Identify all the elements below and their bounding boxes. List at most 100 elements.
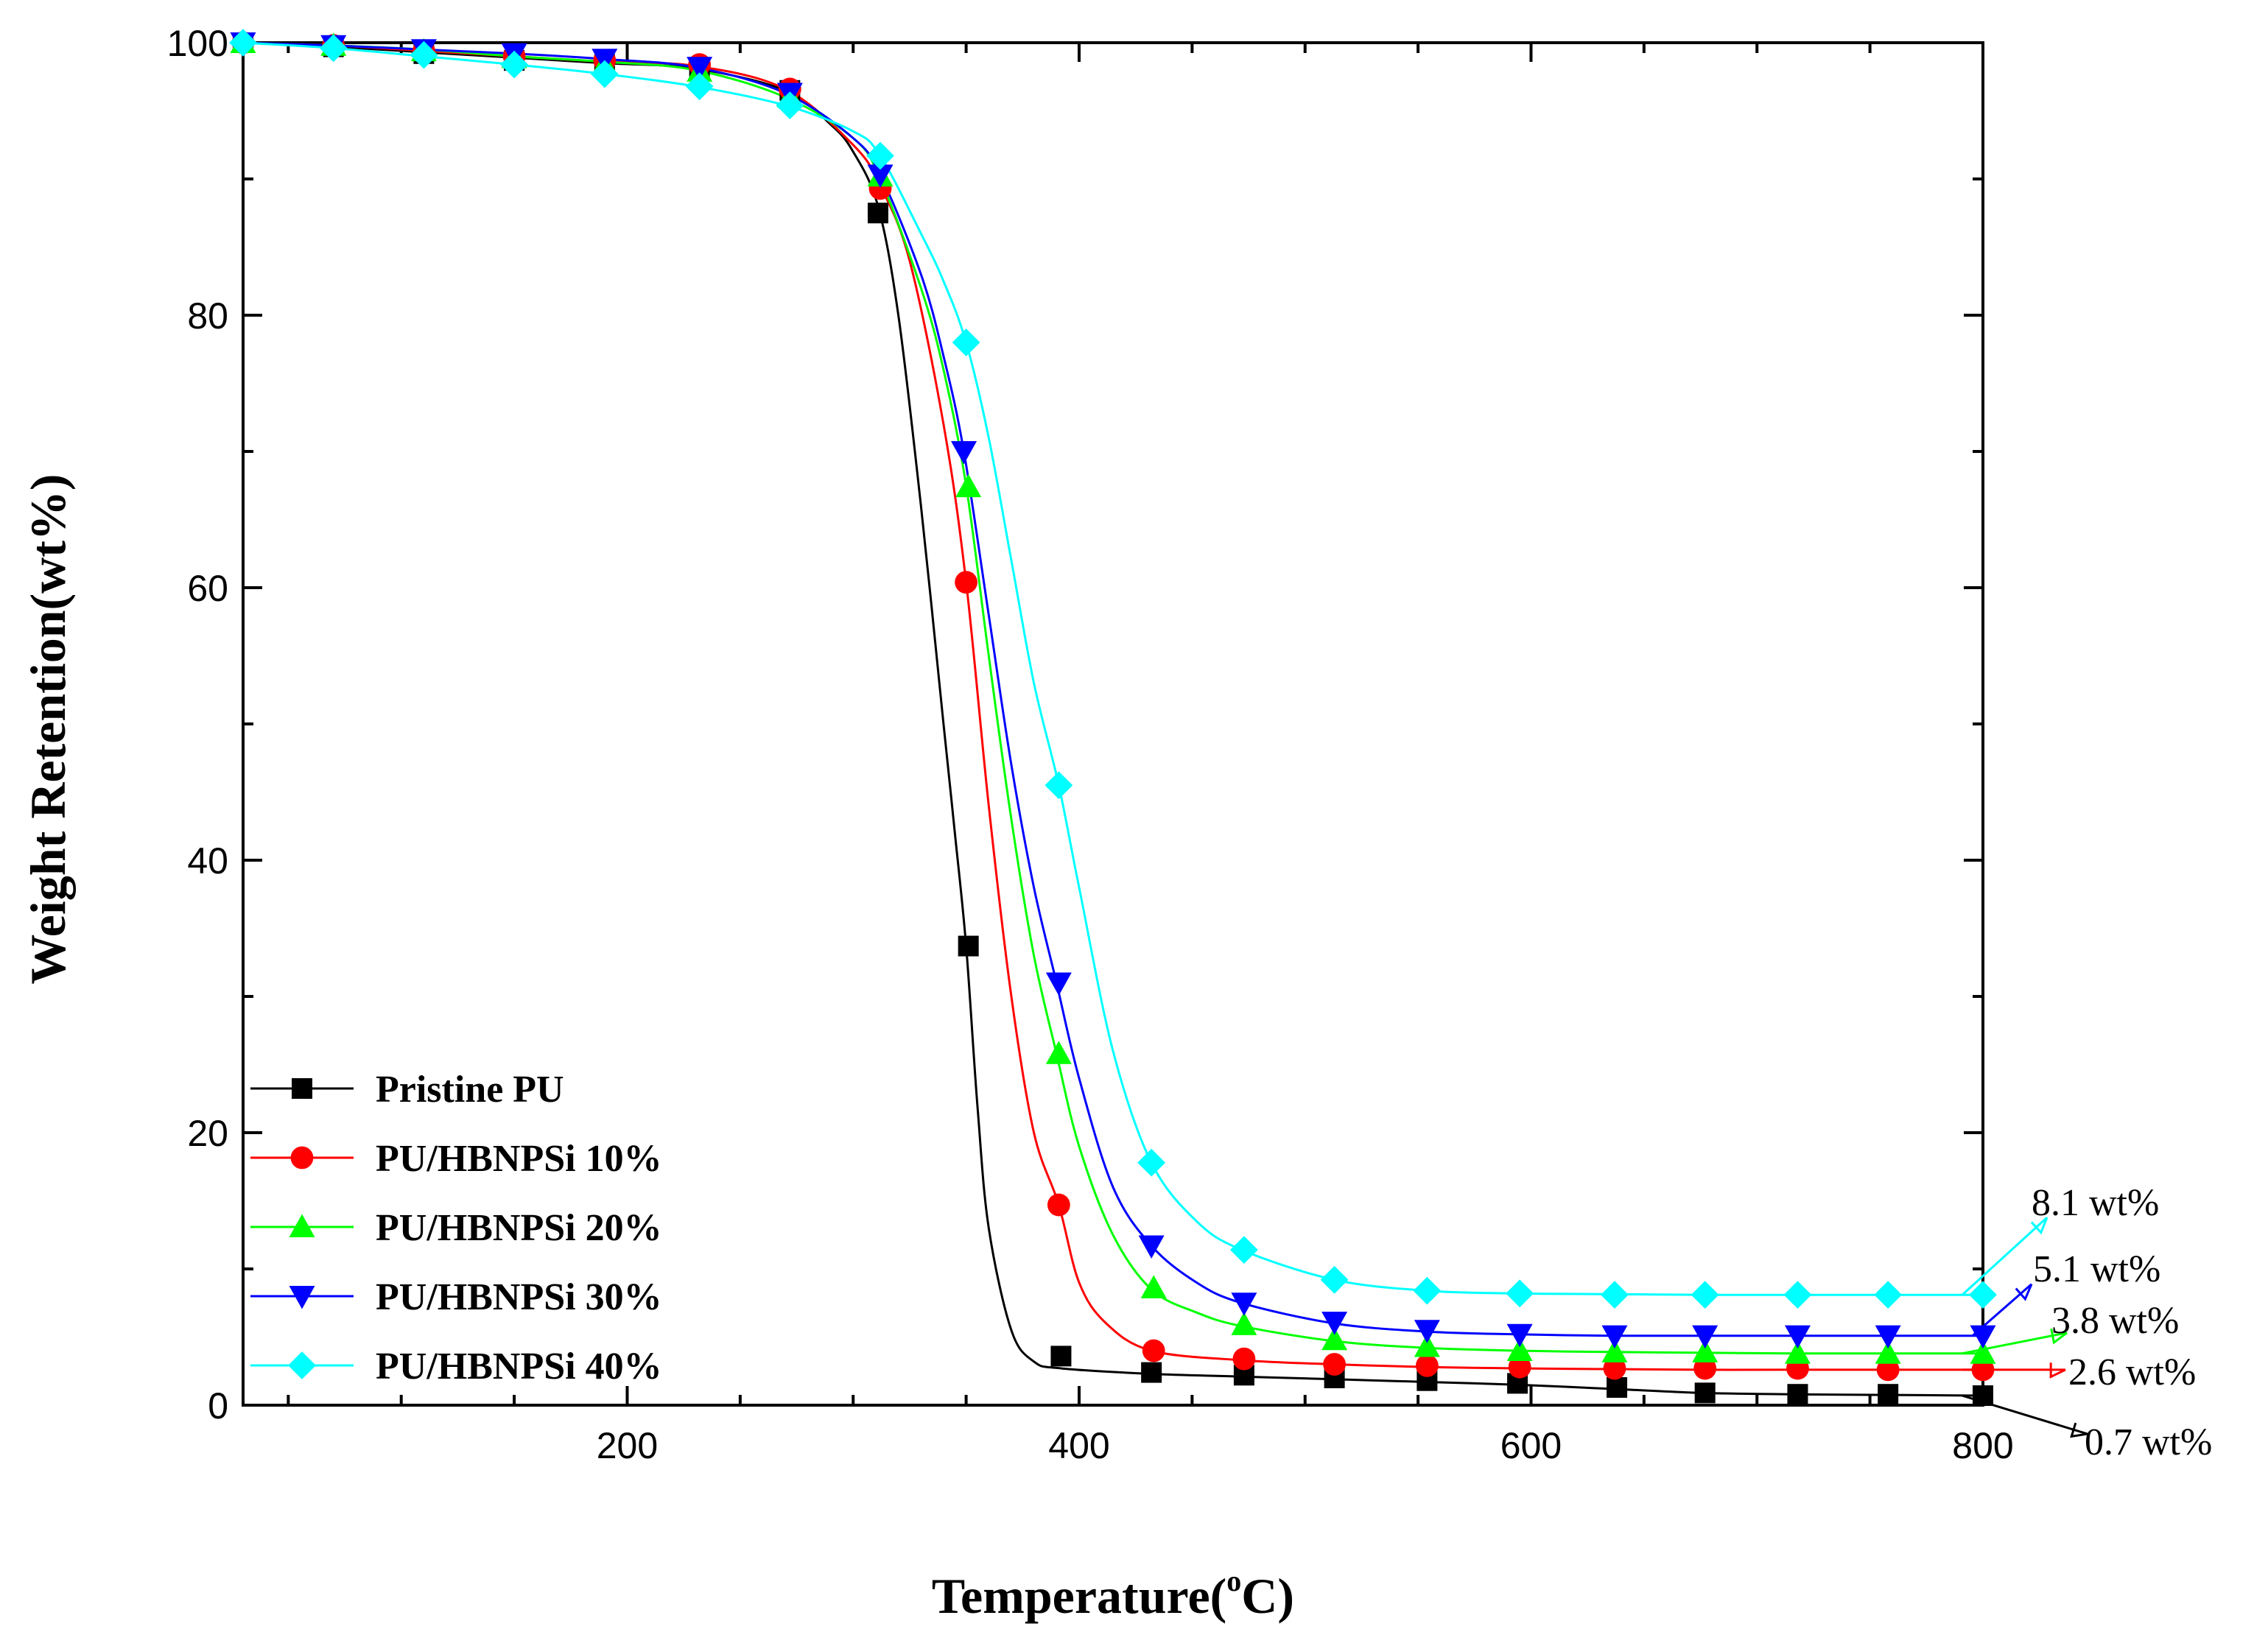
series-3-line	[243, 41, 1983, 1355]
series-3-marker	[1045, 1041, 1072, 1064]
legend: Pristine PU PU/HBNPSi 10% PU/HBNPSi 20% PU/…	[250, 1069, 662, 1388]
series-4-marker	[1045, 972, 1072, 996]
series-4-end-arrow	[1972, 1283, 2032, 1337]
x-tick-label: 200	[597, 1425, 658, 1466]
series-2-marker	[1142, 1339, 1165, 1362]
legend-item-1-label: Pristine PU	[376, 1069, 564, 1111]
series-5-marker	[1601, 1281, 1629, 1309]
x-tick-label: 600	[1500, 1425, 1562, 1466]
y-tick-label: 60	[187, 568, 228, 609]
x-axis-title-unit: C)	[1241, 1568, 1294, 1624]
y-tick-label: 100	[167, 23, 228, 64]
series-3-marker	[1231, 1312, 1257, 1335]
plot-frame	[242, 41, 1984, 1407]
legend-item-1-marker	[292, 1078, 312, 1099]
series-1-end-label: 0.7 wt%	[2085, 1421, 2212, 1463]
legend-item-2-label: PU/HBNPSi 10%	[376, 1138, 662, 1180]
series-4-marker	[951, 441, 977, 465]
series-5-marker	[1783, 1281, 1812, 1309]
series-3-marker	[1601, 1339, 1628, 1362]
series-4-marker	[867, 164, 893, 188]
series-3-marker	[1506, 1337, 1533, 1361]
series-3-end-label: 3.8 wt%	[2051, 1300, 2179, 1342]
series-lines	[243, 41, 1983, 1397]
series-2-end-arrowhead	[2049, 1362, 2066, 1379]
series-4-marker	[1601, 1325, 1628, 1349]
x-axis-title-superscript: o	[1226, 1564, 1241, 1597]
legend-item-4-label: PU/HBNPSi 30%	[376, 1276, 662, 1318]
y-tick-label: 20	[187, 1113, 228, 1154]
series-5-line	[243, 41, 1983, 1296]
series-5-marker	[1506, 1279, 1534, 1308]
legend-item-4-marker	[289, 1286, 315, 1309]
legend-item-5-label: PU/HBNPSi 40%	[376, 1346, 662, 1388]
series-3-end-arrow	[1962, 1332, 2068, 1355]
series-1-marker	[1141, 1362, 1162, 1383]
series-4-end-arrowhead	[2015, 1284, 2033, 1301]
series-4-marker	[1692, 1325, 1718, 1349]
series-3-marker	[1321, 1326, 1348, 1351]
series-5-marker	[1137, 1148, 1166, 1177]
series-2-marker	[1876, 1358, 1900, 1382]
series-3-marker	[1784, 1340, 1811, 1364]
series-5-marker	[776, 91, 804, 119]
series-3-marker	[1140, 1275, 1167, 1298]
series-3-marker	[955, 474, 982, 498]
series-1-marker	[1787, 1384, 1808, 1405]
x-tick-label: 800	[1952, 1425, 2013, 1466]
series-3-marker	[1692, 1339, 1718, 1362]
legend-item-3-label: PU/HBNPSi 20%	[376, 1207, 662, 1249]
series-5-end-arrowhead	[2030, 1217, 2048, 1235]
end-value-annotations: 0.7 wt% 2.6 wt% 3.8 wt% 5.1 wt% 8.1 wt%	[1961, 1182, 2212, 1463]
series-3-marker	[1414, 1333, 1440, 1357]
x-axis-title: Temperature(oC)	[932, 1564, 1294, 1624]
x-axis-title-main: Temperature(	[932, 1568, 1226, 1624]
series-2-marker	[1508, 1355, 1531, 1379]
series-5-marker	[1413, 1276, 1442, 1305]
series-3-marker	[1875, 1340, 1901, 1364]
series-5-marker	[319, 34, 348, 63]
series-1-marker	[1050, 1346, 1072, 1367]
y-axis-title: Weight Retention(wt%)	[20, 474, 76, 984]
y-axis: 0 20 40 60 80 100	[167, 23, 1983, 1427]
series-4-marker	[1784, 1325, 1811, 1349]
series-4-marker	[1414, 1320, 1440, 1343]
series-4-line	[243, 41, 1983, 1337]
series-5-marker	[1320, 1265, 1349, 1294]
series-5-end-arrow	[1961, 1217, 2048, 1296]
legend-item-2-marker	[290, 1146, 314, 1170]
y-tick-label: 80	[187, 295, 228, 337]
series-2-end-label: 2.6 wt%	[2068, 1351, 2196, 1393]
series-4-marker	[1506, 1323, 1533, 1348]
series-1-marker	[1694, 1382, 1716, 1404]
series-3-marker	[1970, 1340, 1996, 1364]
series-5-marker	[1969, 1281, 1997, 1309]
series-2-marker	[1415, 1354, 1439, 1377]
series-5-marker	[1691, 1281, 1719, 1309]
series-2-marker	[1323, 1353, 1347, 1376]
series-5-marker	[500, 50, 529, 79]
series-5-marker	[1045, 771, 1073, 800]
series-1-end-arrow	[1962, 1394, 2088, 1435]
legend-item-5-marker	[288, 1351, 316, 1379]
series-2-marker	[1047, 1193, 1070, 1217]
series-3-end-arrowhead	[2050, 1328, 2068, 1345]
series-4-marker	[1231, 1292, 1257, 1316]
series-5-marker	[410, 41, 438, 69]
series-5-marker	[1874, 1281, 1903, 1309]
series-4-marker	[687, 57, 713, 80]
series-1-marker	[867, 203, 888, 224]
series-markers	[229, 29, 1997, 1407]
x-tick-label: 400	[1048, 1425, 1109, 1466]
series-4-marker	[1970, 1325, 1996, 1349]
series-5-marker	[866, 141, 894, 170]
series-5-end-label: 8.1 wt%	[2032, 1182, 2159, 1224]
series-1-end-arrowhead	[2070, 1422, 2088, 1438]
series-2-marker	[1603, 1357, 1626, 1380]
y-tick-label: 40	[187, 840, 228, 882]
series-1-line	[243, 41, 1983, 1397]
series-2-marker	[1693, 1357, 1717, 1380]
series-4-marker	[1875, 1325, 1901, 1349]
